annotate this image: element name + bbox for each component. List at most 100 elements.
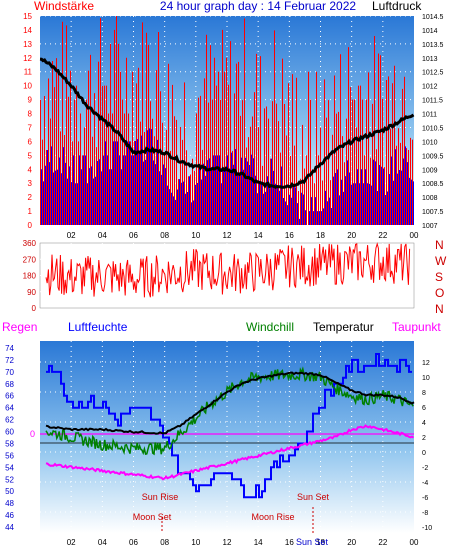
temperature-tick-label: 0 bbox=[422, 450, 426, 457]
humidity-tick-label: 56 bbox=[5, 451, 14, 460]
humidity-tick-label: 62 bbox=[5, 416, 14, 425]
chart-title: 24 hour graph day : 14 Februar 2022 bbox=[160, 0, 356, 13]
wind-tick-label: 3 bbox=[28, 179, 33, 188]
x-tick-label: 08 bbox=[160, 231, 169, 240]
pressure-tick-label: 1013.5 bbox=[422, 42, 444, 49]
temperature-tick-label: 6 bbox=[422, 405, 426, 412]
pressure-tick-label: 1007 bbox=[422, 223, 438, 230]
pressure-tick-label: 1010 bbox=[422, 139, 438, 146]
direction-axis-ticks: 0 90 180 270 360 bbox=[23, 239, 37, 313]
temperature-tick-label: 2 bbox=[422, 435, 426, 442]
compass-label: N bbox=[435, 302, 444, 316]
pressure-tick-label: 1009.5 bbox=[422, 153, 444, 160]
wind-tick-label: 0 bbox=[28, 221, 33, 230]
humidity-tick-label: 72 bbox=[5, 356, 14, 365]
x-tick-label: 06 bbox=[129, 231, 138, 240]
moon-set-label: Moon Set bbox=[133, 512, 172, 522]
pressure-line bbox=[39, 57, 415, 189]
legend-temperature: Temperatur bbox=[313, 320, 374, 334]
humidity-tick-label: 54 bbox=[5, 463, 14, 472]
pressure-tick-label: 1011.5 bbox=[422, 98, 443, 105]
humidity-tick-label: 66 bbox=[5, 392, 14, 401]
wind-bars bbox=[40, 16, 414, 225]
climate-panel-grid bbox=[40, 341, 414, 533]
direction-tick-label: 270 bbox=[23, 255, 37, 264]
humidity-line bbox=[46, 353, 412, 499]
wind-tick-label: 13 bbox=[23, 40, 32, 49]
x-tick-label: 14 bbox=[254, 538, 263, 547]
pressure-tick-label: 1012.5 bbox=[422, 70, 444, 77]
humidity-axis-ticks: 44 46 48 50 52 54 56 58 60 62 64 66 68 70 72 74 bbox=[5, 344, 14, 532]
pressure-tick-label: 1010.5 bbox=[422, 125, 444, 132]
pressure-axis-ticks: 1007 1007.5 1008 1008.5 1009 1009.5 1010 1010.5… bbox=[422, 14, 444, 230]
temperature-axis-ticks: -10 -8 -6 -4 -2 0 2 4 6 8 10 12 bbox=[422, 360, 432, 532]
humidity-tick-label: 70 bbox=[5, 368, 14, 377]
wind-tick-label: 6 bbox=[28, 137, 33, 146]
temperature-tick-label: -4 bbox=[422, 480, 428, 487]
temperature-tick-label: 12 bbox=[422, 360, 430, 367]
legend-windchill: Windchill bbox=[246, 320, 294, 334]
wind-tick-label: 9 bbox=[28, 96, 33, 105]
wind-tick-label: 11 bbox=[24, 68, 33, 77]
pressure-tick-label: 1011 bbox=[422, 112, 437, 119]
x-tick-label: 22 bbox=[378, 231, 387, 240]
x-tick-label: 04 bbox=[98, 538, 107, 547]
x-tick-label: 20 bbox=[347, 538, 356, 547]
rain-zero-label: 0 bbox=[30, 429, 35, 439]
sun-set-axis-label: Sun Set bbox=[296, 537, 329, 547]
compass-label: W bbox=[435, 254, 447, 268]
x-tick-label: 20 bbox=[347, 231, 356, 240]
legend-humidity: Luftfeuchte bbox=[68, 320, 128, 334]
wind-tick-label: 1 bbox=[28, 207, 33, 216]
wind-tick-label: 14 bbox=[23, 26, 32, 35]
x-tick-label: 16 bbox=[285, 231, 294, 240]
pressure-tick-label: 1009 bbox=[422, 167, 438, 174]
sun-set-label: Sun Set bbox=[297, 492, 330, 502]
wind-tick-label: 15 bbox=[23, 12, 32, 21]
temperature-tick-label: -8 bbox=[422, 510, 428, 517]
legend-rain: Regen bbox=[2, 320, 37, 334]
wind-tick-label: 10 bbox=[23, 82, 32, 91]
pressure-tick-label: 1012 bbox=[422, 84, 438, 91]
humidity-tick-label: 74 bbox=[5, 344, 14, 353]
x-tick-label: 02 bbox=[67, 538, 76, 547]
pressure-tick-label: 1013 bbox=[422, 56, 438, 63]
wind-label: Windstärke bbox=[34, 0, 94, 13]
x-tick-label: 08 bbox=[160, 538, 169, 547]
pressure-tick-label: 1008 bbox=[422, 195, 438, 202]
compass-label: N bbox=[435, 238, 444, 252]
moon-rise-label: Moon Rise bbox=[251, 512, 294, 522]
direction-tick-label: 90 bbox=[27, 288, 36, 297]
pressure-tick-label: 1007.5 bbox=[422, 209, 444, 216]
humidity-tick-label: 50 bbox=[5, 487, 14, 496]
dewpoint-line bbox=[45, 424, 415, 481]
pressure-tick-label: 1014 bbox=[422, 28, 438, 35]
wind-direction-line bbox=[45, 242, 411, 298]
pressure-label: Luftdruck bbox=[372, 0, 422, 13]
compass-label: S bbox=[435, 270, 443, 284]
humidity-tick-label: 48 bbox=[5, 499, 14, 508]
direction-tick-label: 0 bbox=[32, 304, 37, 313]
wind-tick-label: 4 bbox=[28, 165, 33, 174]
wind-tick-label: 7 bbox=[28, 123, 33, 132]
humidity-tick-label: 64 bbox=[5, 404, 14, 413]
x-tick-label: 12 bbox=[223, 231, 232, 240]
x-tick-label: 10 bbox=[191, 231, 200, 240]
x-tick-label: 22 bbox=[378, 538, 387, 547]
legend-dewpoint: Taupunkt bbox=[392, 320, 441, 334]
humidity-tick-label: 58 bbox=[5, 439, 14, 448]
x-axis-ticks-top: 02 04 06 08 10 12 14 16 18 20 22 00 bbox=[67, 231, 419, 240]
temperature-line bbox=[45, 371, 415, 435]
x-tick-label: 06 bbox=[129, 538, 138, 547]
compass-label: O bbox=[435, 286, 444, 300]
x-tick-label: 14 bbox=[254, 231, 263, 240]
x-tick-label: 10 bbox=[191, 538, 200, 547]
wind-tick-label: 5 bbox=[28, 151, 33, 160]
temperature-tick-label: 8 bbox=[422, 390, 426, 397]
pressure-tick-label: 1014.5 bbox=[422, 14, 444, 21]
x-tick-label: 02 bbox=[67, 231, 76, 240]
temperature-tick-label: -2 bbox=[422, 465, 428, 472]
temperature-tick-label: 10 bbox=[422, 375, 430, 382]
